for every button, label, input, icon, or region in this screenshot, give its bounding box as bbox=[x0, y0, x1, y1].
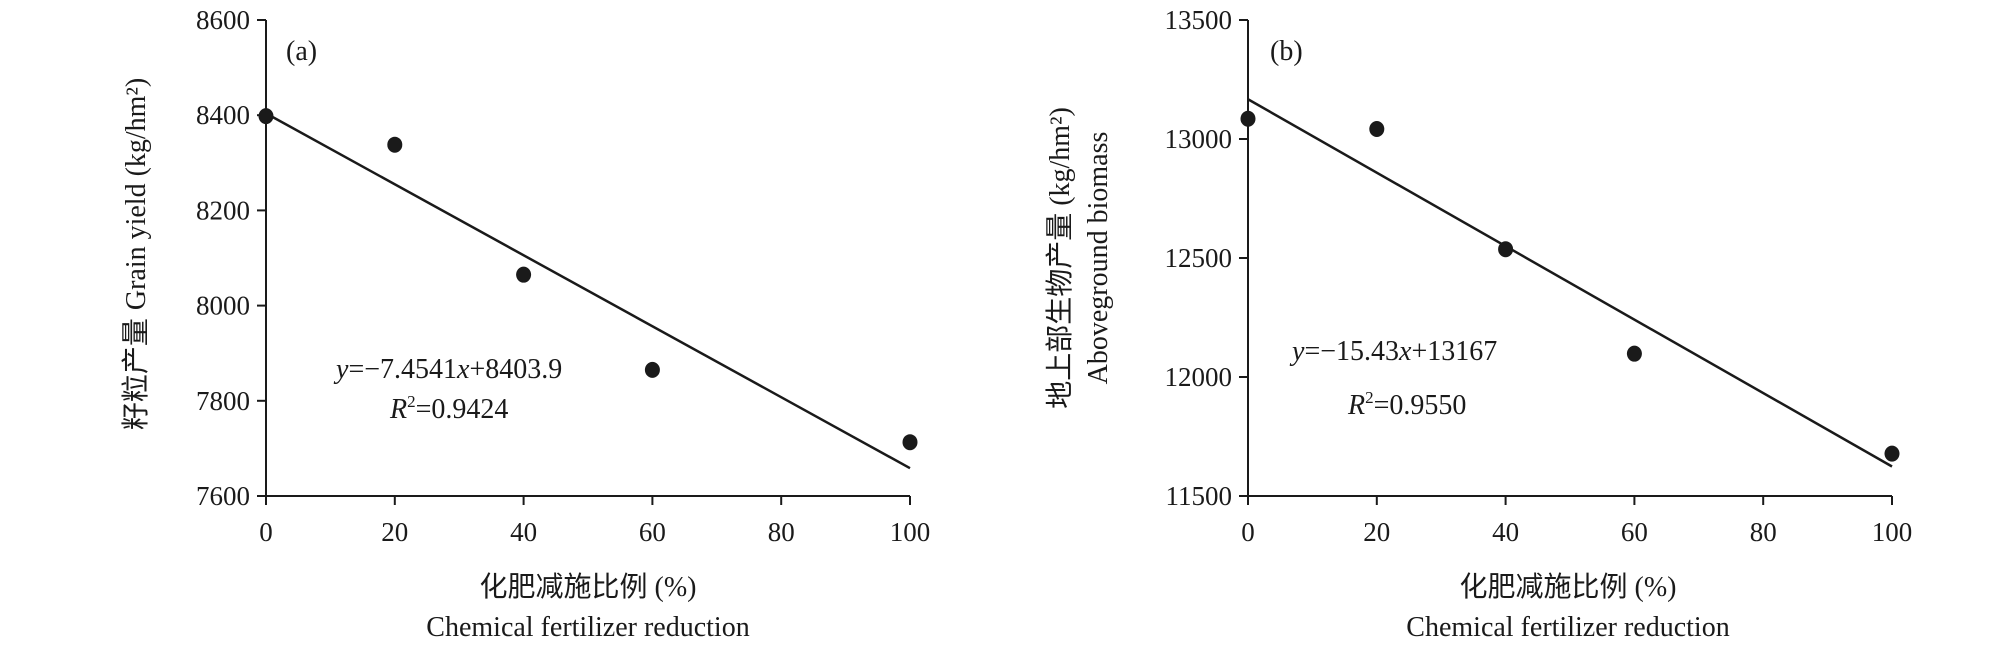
panel-a-axes bbox=[265, 20, 910, 497]
panel-b-chart: 11500 12000 12500 13000 13500 0 20 40 60 80 100 (… bbox=[1044, 5, 1912, 643]
panel-b-x-tick-label: 20 bbox=[1363, 517, 1390, 547]
panel-b-equation: y=−15.43x+13167 bbox=[1289, 336, 1497, 367]
panel-a-eq-x: x bbox=[456, 354, 470, 385]
panel-a-y-ticks: 7600 7800 8000 8200 8400 8600 bbox=[196, 5, 266, 511]
panel-a-eq-a: =−7.4541 bbox=[348, 354, 457, 385]
panel-b-eq-y: y bbox=[1289, 336, 1305, 367]
panel-a-xlabel-cn: 化肥减施比例 (%) bbox=[480, 571, 697, 603]
panel-b-trendline bbox=[1247, 98, 1893, 468]
panel-b-data-point bbox=[1884, 445, 1900, 462]
panel-a-data-point bbox=[387, 136, 403, 153]
panel-b-r2-r: R bbox=[1347, 390, 1365, 421]
panel-a-y-tick-label: 8000 bbox=[196, 291, 250, 321]
panel-a-eq-b: +8403.9 bbox=[469, 354, 562, 385]
panel-a-y-tick-label: 8600 bbox=[196, 5, 250, 35]
panel-b-eq-x: x bbox=[1398, 336, 1412, 367]
panel-b-data-point bbox=[1240, 110, 1256, 127]
panel-a-equation: y=−7.4541x+8403.9 bbox=[333, 354, 562, 385]
panel-a-x-tick-label: 40 bbox=[510, 517, 537, 547]
panel-b-axes bbox=[1247, 20, 1892, 497]
panel-b-xlabel-cn: 化肥减施比例 (%) bbox=[1460, 571, 1677, 603]
panel-a-trendline bbox=[265, 112, 911, 470]
panel-a-ylabel-cn: 籽粒产量 bbox=[120, 318, 152, 430]
panel-b-r2-value: =0.9550 bbox=[1374, 390, 1467, 421]
panel-b-eq-b: +13167 bbox=[1411, 336, 1497, 367]
panel-a-x-tick-label: 100 bbox=[890, 517, 931, 547]
panel-a-r2-value: =0.9424 bbox=[416, 394, 509, 425]
panel-a-x-tick-label: 60 bbox=[639, 517, 666, 547]
panel-b-ylabel-en: Aboveground biomass bbox=[1083, 132, 1114, 385]
panel-a-ylabel-en: Grain yield (kg/hm²) bbox=[121, 78, 152, 310]
panel-a-x-tick-label: 0 bbox=[259, 517, 273, 547]
panel-a-y-tick-label: 7600 bbox=[196, 481, 250, 511]
panel-a-y-tick-label: 7800 bbox=[196, 386, 250, 416]
panel-b-data-point bbox=[1626, 345, 1642, 362]
panel-a-r2-r: R bbox=[389, 394, 407, 425]
panel-a-x-ticks: 0 20 40 60 80 100 bbox=[259, 496, 930, 547]
panel-a-label: (a) bbox=[286, 36, 317, 67]
panel-b-y-tick-label: 12500 bbox=[1165, 243, 1233, 273]
panel-a-y-tick-label: 8200 bbox=[196, 195, 250, 225]
panel-b-r2: R2=0.9550 bbox=[1347, 388, 1466, 421]
panel-b-y-tick-label: 13000 bbox=[1165, 124, 1233, 154]
panel-b-x-tick-label: 80 bbox=[1750, 517, 1777, 547]
panel-b-points bbox=[1240, 110, 1900, 462]
panel-b-ylabel-cn: 地上部生物产量 (kg/hm²) bbox=[1044, 107, 1076, 409]
panel-b-x-tick-label: 0 bbox=[1241, 517, 1255, 547]
panel-a-data-point bbox=[902, 434, 918, 451]
panel-a-xlabel-en: Chemical fertilizer reduction bbox=[426, 612, 749, 643]
panel-b-data-point bbox=[1369, 121, 1385, 138]
panel-a-points bbox=[258, 108, 918, 451]
panel-a-data-point bbox=[516, 266, 532, 283]
panel-b-data-point bbox=[1498, 241, 1514, 258]
panel-b-x-tick-label: 40 bbox=[1492, 517, 1519, 547]
panel-a-data-point bbox=[258, 108, 274, 125]
panel-a-y-tick-label: 8400 bbox=[196, 100, 250, 130]
panel-b-r2-sup: 2 bbox=[1365, 388, 1374, 407]
panel-b-y-tick-label: 12000 bbox=[1165, 362, 1233, 392]
panel-b-eq-a: =−15.43 bbox=[1304, 336, 1399, 367]
panel-b-x-tick-label: 60 bbox=[1621, 517, 1648, 547]
panel-a-r2-sup: 2 bbox=[407, 392, 416, 411]
panel-a-x-tick-label: 20 bbox=[381, 517, 408, 547]
panel-a-x-tick-label: 80 bbox=[768, 517, 795, 547]
panel-b-x-ticks: 0 20 40 60 80 100 bbox=[1241, 496, 1912, 547]
panel-b-x-tick-label: 100 bbox=[1872, 517, 1913, 547]
panel-b-y-ticks: 11500 12000 12500 13000 13500 bbox=[1165, 5, 1248, 511]
panel-a-data-point bbox=[644, 361, 660, 378]
panel-b-label: (b) bbox=[1270, 36, 1303, 67]
panel-a-r2: R2=0.9424 bbox=[389, 392, 508, 425]
panel-b-y-tick-label: 11500 bbox=[1166, 481, 1233, 511]
panel-a-eq-y: y bbox=[333, 354, 349, 385]
panel-a-chart: 7600 7800 8000 8200 8400 8600 0 20 40 60 80 100 (a… bbox=[120, 5, 930, 643]
panel-a-ylabel: 籽粒产量 Grain yield (kg/hm²) bbox=[120, 78, 152, 430]
panel-b-xlabel-en: Chemical fertilizer reduction bbox=[1406, 612, 1729, 643]
panel-b-y-tick-label: 13500 bbox=[1165, 5, 1233, 35]
